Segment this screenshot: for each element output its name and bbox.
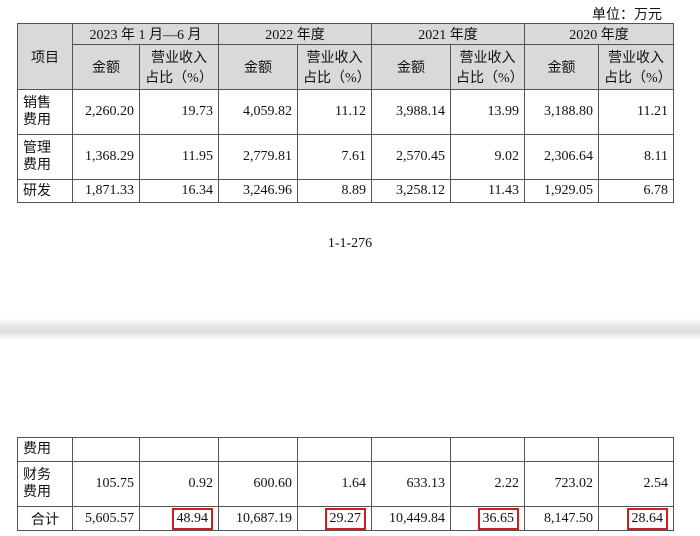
ratio-cell: 9.02 (450, 134, 525, 180)
page-number: 1-1-276 (327, 236, 373, 251)
amount-cell: 2,570.45 (371, 134, 451, 180)
highlight-box: 29.27 (324, 507, 366, 530)
amount-header: 金额 (218, 44, 298, 90)
total-ratio-cell: 29.27 (297, 506, 372, 531)
amount-cell: 2,260.20 (72, 89, 140, 135)
ratio-cell: 1.64 (297, 461, 372, 507)
total-amount-cell: 10,687.19 (218, 506, 298, 531)
amount-cell: 633.13 (371, 461, 451, 507)
amount-cell: 1,871.33 (72, 179, 140, 203)
amount-cell: 600.60 (218, 461, 298, 507)
amount-header: 金额 (371, 44, 451, 90)
ratio-cell: 11.21 (598, 89, 674, 135)
ratio-cell: 8.11 (598, 134, 674, 180)
page-break-divider (0, 318, 700, 340)
ratio-cell: 6.78 (598, 179, 674, 203)
highlight-box: 48.94 (171, 507, 213, 530)
expense-table-top: 项目 2023 年 1 月—6 月 2022 年度 2021 年度 2020 年… (17, 23, 674, 203)
highlight-box: 36.65 (477, 507, 519, 530)
ratio-cell: 13.99 (450, 89, 525, 135)
header-period-2022: 2022 年度 (218, 23, 372, 45)
row-label: 销售 费用 (17, 89, 73, 135)
expense-table-bottom: 费用 财务 费用 105.75 0.92 600.60 1.64 633.13 2… (17, 437, 674, 531)
amount-cell: 2,779.81 (218, 134, 298, 180)
header-period-2023h1: 2023 年 1 月—6 月 (72, 23, 219, 45)
row-label: 管理 费用 (17, 134, 73, 180)
total-ratio-cell: 28.64 (598, 506, 674, 531)
amount-cell: 1,368.29 (72, 134, 140, 180)
ratio-header: 营业收入 占比（%） (450, 44, 525, 90)
amount-cell (72, 437, 140, 462)
unit-label: 单位：万元 (592, 8, 662, 23)
total-amount-cell: 8,147.50 (524, 506, 599, 531)
total-ratio-cell: 48.94 (139, 506, 219, 531)
ratio-cell: 8.89 (297, 179, 372, 203)
total-label: 合计 (17, 506, 73, 531)
amount-cell: 3,188.80 (524, 89, 599, 135)
table-row: 管理 费用 1,368.29 11.95 2,779.81 7.61 2,570.… (17, 134, 674, 180)
amount-cell: 3,246.96 (218, 179, 298, 203)
total-row: 合计 5,605.57 48.94 10,687.19 29.27 10,449… (17, 506, 674, 531)
ratio-cell (598, 437, 674, 462)
ratio-cell: 2.22 (450, 461, 525, 507)
ratio-header: 营业收入 占比（%） (139, 44, 219, 90)
amount-cell: 1,929.05 (524, 179, 599, 203)
amount-cell: 2,306.64 (524, 134, 599, 180)
row-label: 研发 (17, 179, 73, 203)
ratio-cell: 19.73 (139, 89, 219, 135)
header-period-2020: 2020 年度 (524, 23, 674, 45)
row-label: 费用 (17, 437, 73, 462)
amount-cell (524, 437, 599, 462)
table-row: 财务 费用 105.75 0.92 600.60 1.64 633.13 2.22… (17, 461, 674, 507)
total-amount-cell: 10,449.84 (371, 506, 451, 531)
amount-cell (218, 437, 298, 462)
header-period-2021: 2021 年度 (371, 23, 525, 45)
amount-cell: 4,059.82 (218, 89, 298, 135)
table-row: 销售 费用 2,260.20 19.73 4,059.82 11.12 3,988… (17, 89, 674, 135)
amount-cell: 723.02 (524, 461, 599, 507)
amount-header: 金额 (72, 44, 140, 90)
ratio-cell (139, 437, 219, 462)
amount-cell: 105.75 (72, 461, 140, 507)
subheader-row: 金额 营业收入 占比（%） 金额 营业收入 占比（%） 金额 营业收入 占比（%） 金… (18, 44, 674, 90)
ratio-cell: 11.12 (297, 89, 372, 135)
ratio-cell (297, 437, 372, 462)
total-amount-cell: 5,605.57 (72, 506, 140, 531)
ratio-cell: 0.92 (139, 461, 219, 507)
highlight-box: 28.64 (626, 507, 668, 530)
total-ratio-cell: 36.65 (450, 506, 525, 531)
ratio-cell: 7.61 (297, 134, 372, 180)
table-row: 费用 (17, 437, 674, 462)
ratio-cell (450, 437, 525, 462)
ratio-cell: 2.54 (598, 461, 674, 507)
ratio-header: 营业收入 占比（%） (297, 44, 372, 90)
table-row: 研发 1,871.33 16.34 3,246.96 8.89 3,258.12… (17, 179, 674, 203)
amount-header: 金额 (524, 44, 599, 90)
ratio-header: 营业收入 占比（%） (598, 44, 674, 90)
ratio-cell: 11.43 (450, 179, 525, 203)
ratio-cell: 11.95 (139, 134, 219, 180)
header-item: 项目 (17, 23, 73, 90)
row-label: 财务 费用 (17, 461, 73, 507)
amount-cell: 3,258.12 (371, 179, 451, 203)
amount-cell: 3,988.14 (371, 89, 451, 135)
ratio-cell: 16.34 (139, 179, 219, 203)
amount-cell (371, 437, 451, 462)
